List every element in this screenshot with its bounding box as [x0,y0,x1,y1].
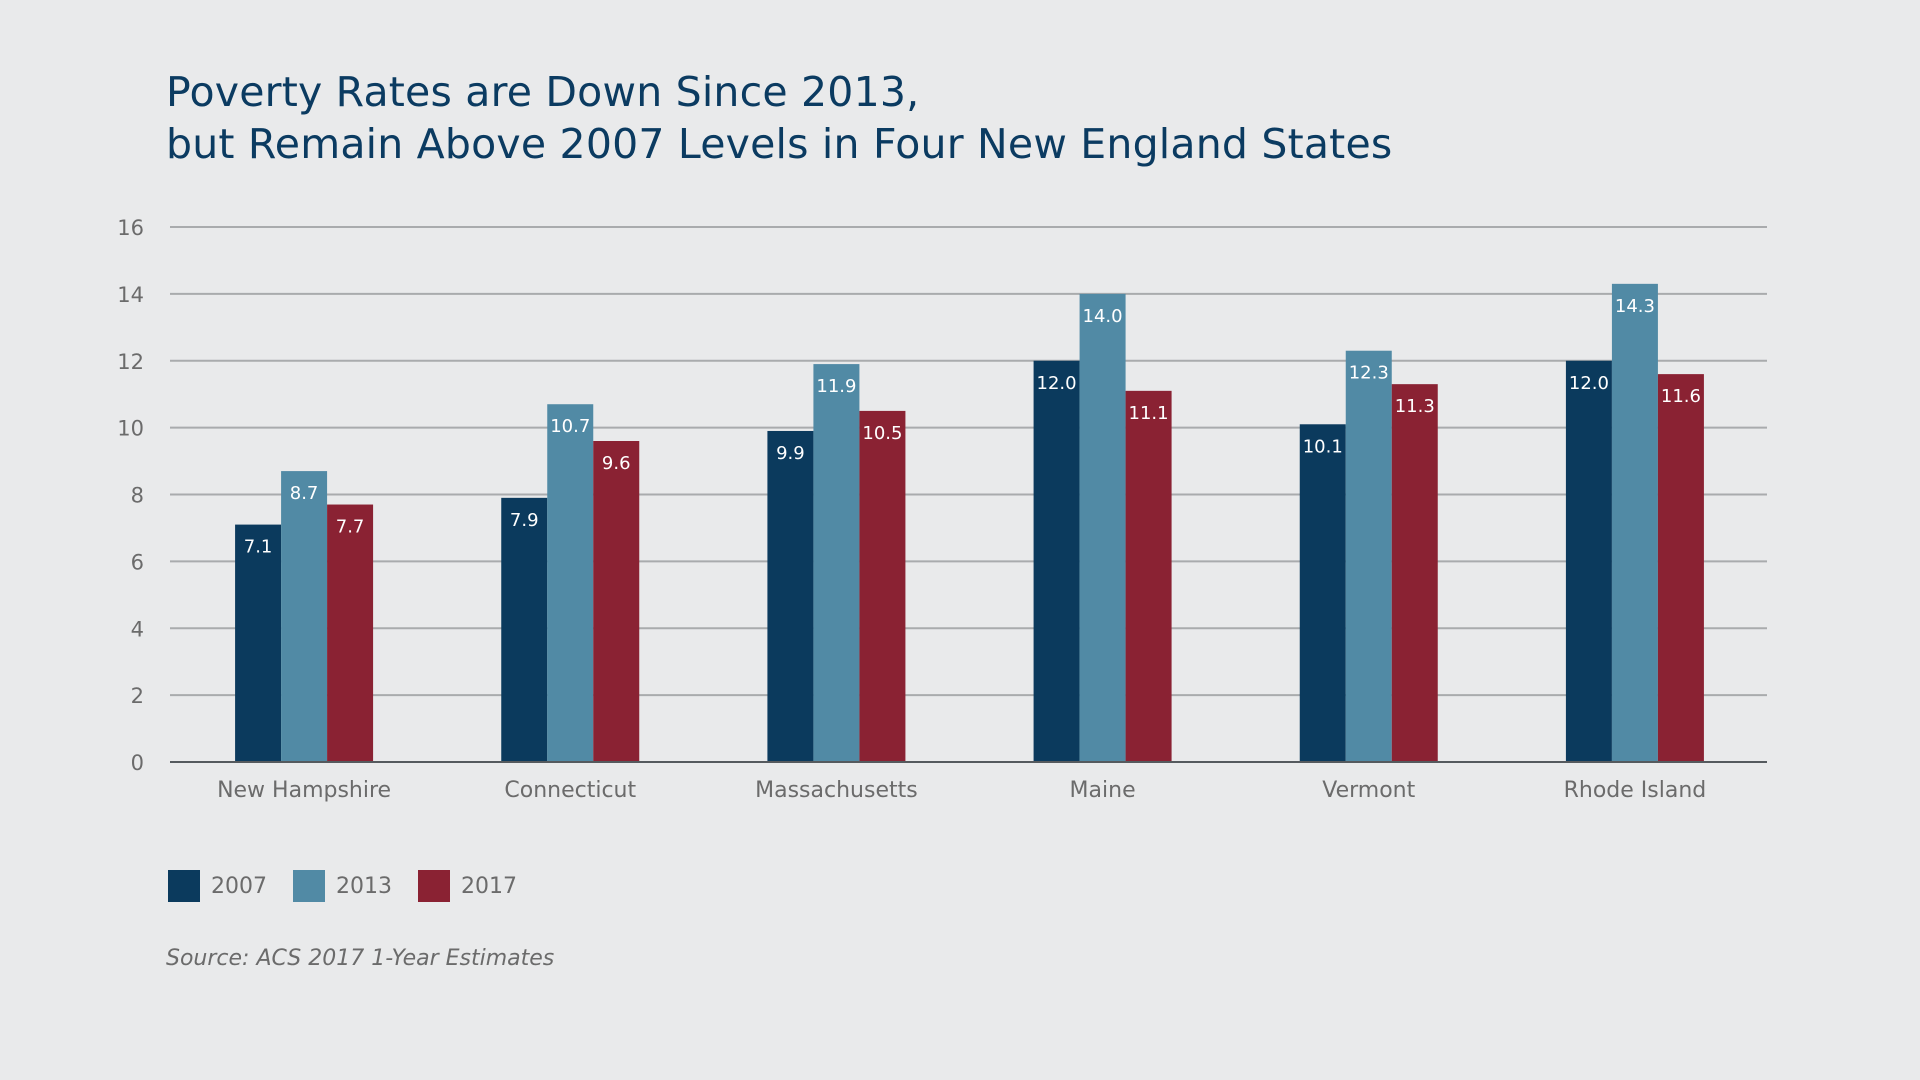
data-label: 11.3 [1395,396,1435,417]
x-tick-label: Massachusetts [755,778,918,803]
legend-swatch [168,870,200,902]
data-label: 9.6 [602,453,631,474]
y-tick-label: 6 [131,550,144,574]
chart-title-line-2: but Remain Above 2007 Levels in Four New… [166,120,1393,168]
legend-label: 2017 [461,873,517,899]
data-label: 12.3 [1349,363,1389,384]
data-label: 11.9 [816,376,856,397]
legend-label: 2013 [336,873,392,899]
chart-title: Poverty Rates are Down Since 2013, but R… [166,66,1392,170]
bar-2007-rhode-island [1565,360,1612,762]
data-label: 14.0 [1083,306,1123,327]
y-tick-label: 4 [131,617,144,641]
data-label: 8.7 [290,483,319,504]
data-label: 11.1 [1129,403,1169,424]
bar-2017-rhode-island [1657,374,1704,762]
bar-2017-connecticut [593,441,640,762]
bar-2013-new-hampshire [281,471,328,762]
data-label: 7.7 [336,517,365,538]
source-note: Source: ACS 2017 1-Year Estimates [166,946,555,971]
data-label: 12.0 [1037,373,1077,394]
x-tick-label: Maine [1070,778,1136,803]
data-label: 14.3 [1615,296,1655,317]
data-label: 10.5 [862,423,902,444]
x-tick-label: Vermont [1322,778,1415,803]
bar-2017-massachusetts [859,410,906,762]
bar-2013-massachusetts [813,364,860,762]
x-tick-label: Connecticut [504,778,636,803]
bar-2013-connecticut [547,404,594,762]
y-tick-label: 14 [117,283,144,307]
y-tick-label: 0 [131,751,144,775]
x-tick-label: Rhode Island [1564,778,1707,803]
y-tick-label: 16 [117,216,144,240]
legend: 2007 2013 2017 [168,870,543,902]
bar-2007-new-hampshire [235,524,282,762]
bar-2007-connecticut [501,497,548,762]
data-label: 9.9 [776,443,805,464]
legend-item-2013: 2013 [293,870,392,902]
data-label: 7.1 [244,537,273,558]
x-tick-label: New Hampshire [217,778,391,803]
bars [235,283,1704,762]
x-axis-ticks: New Hampshire Connecticut Massachusetts Mai… [217,778,1706,803]
bar-2017-new-hampshire [327,504,374,762]
bar-2017-vermont [1391,384,1438,762]
bar-2007-vermont [1299,424,1346,762]
chart-title-line-1: Poverty Rates are Down Since 2013, [166,68,920,116]
bar-2013-rhode-island [1611,283,1658,762]
legend-item-2017: 2017 [418,870,517,902]
legend-item-2007: 2007 [168,870,267,902]
data-label: 10.1 [1303,436,1343,457]
bar-2007-massachusetts [767,430,814,762]
y-tick-label: 2 [131,684,144,708]
data-label: 7.9 [510,510,539,531]
y-axis-ticks: 0 2 4 6 8 10 12 14 16 [117,216,144,775]
legend-swatch [418,870,450,902]
data-labels: 7.1 8.7 7.7 7.9 10.7 9.6 9.9 11.9 10.5 12.0 14.0 11… [244,296,1701,558]
bar-2013-vermont [1345,350,1392,762]
legend-swatch [293,870,325,902]
bar-2007-maine [1033,360,1080,762]
data-label: 10.7 [550,416,590,437]
data-label: 12.0 [1569,373,1609,394]
data-label: 11.6 [1661,386,1701,407]
y-tick-label: 8 [131,484,144,508]
legend-label: 2007 [211,873,267,899]
bar-2017-maine [1125,390,1172,762]
y-tick-label: 10 [117,417,144,441]
bar-2013-maine [1079,293,1126,762]
gridlines [170,226,1767,697]
y-tick-label: 12 [117,350,144,374]
